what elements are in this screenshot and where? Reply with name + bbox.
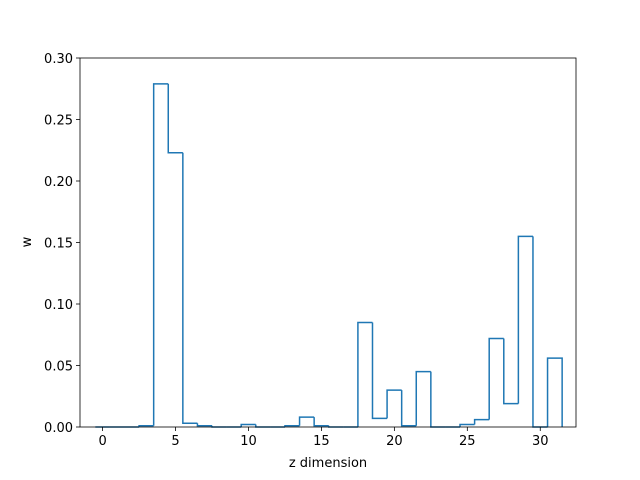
- x-tick-label: 0: [98, 434, 106, 449]
- plot-area: [79, 57, 577, 428]
- histogram-bin: [415, 370, 431, 426]
- histogram-bin: [357, 321, 373, 427]
- x-axis: 0 5 10 15 20 25 30: [98, 427, 549, 449]
- histogram-bin: [152, 83, 169, 426]
- histogram-bin: [298, 416, 315, 426]
- y-tick-label: 0.25: [44, 114, 73, 129]
- histogram-bin: [386, 389, 402, 419]
- x-tick-label: 10: [240, 434, 257, 449]
- histogram-bin: [313, 417, 329, 427]
- histogram-bin: [517, 235, 533, 404]
- histogram-bin: [488, 337, 504, 420]
- histogram-bin: [459, 423, 475, 427]
- histogram-bin: [240, 423, 256, 427]
- x-tick-label: 25: [459, 434, 476, 449]
- x-tick-label: 5: [171, 434, 179, 449]
- histogram-bin: [284, 425, 300, 427]
- y-axis: 0.00 0.05 0.10 0.15 0.20 0.25 0.30: [44, 52, 80, 436]
- histogram-bin: [473, 418, 490, 425]
- histogram-bin: [138, 425, 154, 427]
- histogram-bin: [182, 152, 198, 425]
- histogram-bin: [196, 423, 213, 427]
- y-tick-label: 0.00: [44, 421, 73, 436]
- x-axis-label: z dimension: [289, 456, 367, 471]
- y-tick-label: 0.30: [44, 52, 73, 67]
- x-tick-label: 15: [313, 434, 330, 449]
- histogram-bin: [167, 83, 183, 154]
- y-tick-label: 0.10: [44, 298, 73, 313]
- histogram-bin: [503, 338, 519, 405]
- y-tick-label: 0.20: [44, 175, 73, 190]
- y-axis-label: w: [20, 236, 35, 247]
- y-tick-label: 0.05: [44, 360, 73, 375]
- histogram-bin: [546, 357, 563, 427]
- histogram-bin: [400, 390, 417, 427]
- x-tick-label: 30: [532, 434, 549, 449]
- x-tick-label: 20: [386, 434, 403, 449]
- y-tick-label: 0.15: [44, 237, 73, 252]
- histogram-bin: [371, 322, 388, 420]
